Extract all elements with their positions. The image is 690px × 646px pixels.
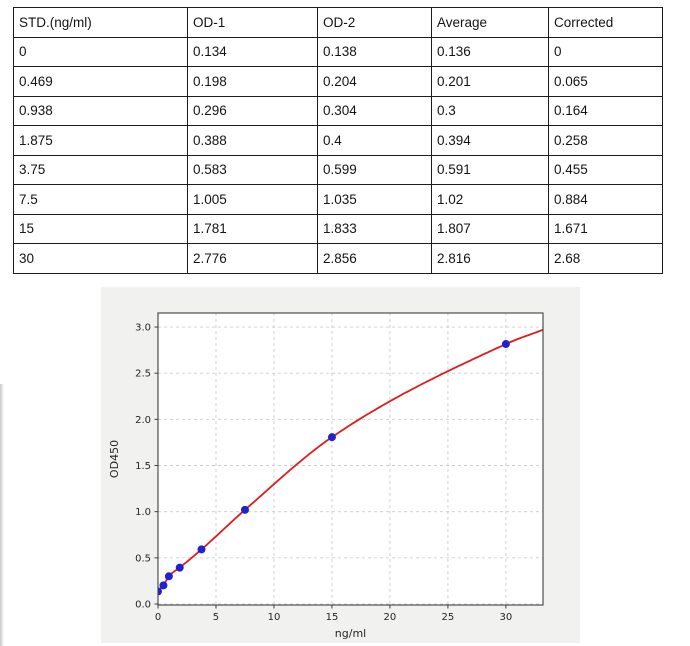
x-tick-label: 30 (500, 612, 513, 623)
table-cell: 0.201 (431, 66, 549, 97)
x-tick-label: 25 (442, 612, 455, 623)
table-row: 15 1.781 1.833 1.807 1.671 (13, 213, 663, 244)
plot-border (157, 312, 544, 606)
x-tick-label: 0 (155, 612, 161, 623)
table-cell: 0.455 (548, 154, 663, 185)
y-tick-label: 3.0 (135, 323, 151, 334)
table-cell: 30 (13, 243, 188, 274)
data-point (159, 581, 168, 590)
table-cell: 0.136 (431, 36, 549, 67)
table-cell: 0.4 (317, 125, 432, 156)
table-cell: 0.599 (317, 154, 432, 185)
table-cell: 2.856 (317, 243, 432, 274)
y-tick-label: 2.5 (135, 369, 151, 380)
table-cell: 1.671 (548, 213, 663, 244)
table-cell: 0.296 (187, 95, 318, 126)
table-cell: 0.138 (317, 36, 432, 67)
table-cell: 0 (548, 36, 663, 67)
table-row: 1.875 0.388 0.4 0.394 0.258 (13, 125, 663, 156)
table-cell: 0.469 (13, 66, 188, 97)
data-point (164, 572, 173, 581)
table-row: 0.938 0.296 0.304 0.3 0.164 (13, 95, 663, 126)
x-tick-label: 5 (213, 612, 219, 623)
x-axis-label: ng/ml (335, 627, 366, 640)
table-row: 30 2.776 2.856 2.816 2.68 (13, 243, 663, 274)
table-cell: 2.816 (431, 243, 549, 274)
column-header: Corrected (548, 7, 663, 38)
x-tick-label: 15 (326, 612, 339, 623)
table-cell: 0.583 (187, 154, 318, 185)
table-cell: 3.75 (13, 154, 188, 185)
fit-curve (157, 328, 544, 593)
table-cell: 0.198 (187, 66, 318, 97)
table-cell: 0.938 (13, 95, 188, 126)
table-cell: 0.164 (548, 95, 663, 126)
table-row: 0.469 0.198 0.204 0.201 0.065 (13, 66, 663, 97)
y-tick-label: 0.5 (135, 553, 151, 564)
table-header: STD.(ng/ml) OD-1 OD-2 Average Corrected (13, 7, 663, 38)
table-cell: 7.5 (13, 184, 188, 215)
table-cell: 2.776 (187, 243, 318, 274)
data-point (197, 545, 206, 554)
data-point (175, 563, 184, 572)
table-cell: 1.781 (187, 213, 318, 244)
table-cell: 0 (13, 36, 188, 67)
data-point (157, 587, 162, 596)
table-cell: 1.875 (13, 125, 188, 156)
data-point (327, 433, 336, 442)
table-cell: 0.3 (431, 95, 549, 126)
y-tick-label: 1.5 (135, 461, 151, 472)
standard-curve-figure: 0 5 10 15 20 25 30 0.0 0.5 1.0 1.5 2.0 2.5 3.0 ng/ml OD… (101, 287, 580, 643)
table-row: 0 0.134 0.138 0.136 0 (13, 36, 663, 67)
table-row: 7.5 1.005 1.035 1.02 0.884 (13, 184, 663, 215)
data-point (501, 340, 510, 349)
x-tick-label: 10 (268, 612, 281, 623)
header-row: STD.(ng/ml) OD-1 OD-2 Average Corrected (13, 7, 663, 38)
table-cell: 2.68 (548, 243, 663, 274)
table-cell: 0.388 (187, 125, 318, 156)
table-cell: 1.807 (431, 213, 549, 244)
x-tick-label: 20 (384, 612, 397, 623)
table-cell: 0.591 (431, 154, 549, 185)
column-header: Average (431, 7, 549, 38)
left-edge-shadow (0, 384, 4, 646)
standards-table: STD.(ng/ml) OD-1 OD-2 Average Corrected 0 0.1… (13, 7, 663, 274)
table-cell: 0.204 (317, 66, 432, 97)
standard-curve-chart: 0 5 10 15 20 25 30 0.0 0.5 1.0 1.5 2.0 2.5 3.0 ng/ml OD… (108, 312, 544, 640)
table-cell: 0.884 (548, 184, 663, 215)
table-cell: 0.304 (317, 95, 432, 126)
table-body: 0 0.134 0.138 0.136 0 0.469 0.198 0.204 0.201 0.0… (13, 36, 663, 274)
y-tick-label: 2.0 (135, 415, 151, 426)
column-header: OD-2 (317, 7, 432, 38)
table-cell: 0.134 (187, 36, 318, 67)
table-cell: 1.833 (317, 213, 432, 244)
table-cell: 15 (13, 213, 188, 244)
data-point (240, 505, 249, 514)
table-cell: 0.394 (431, 125, 549, 156)
table-cell: 1.005 (187, 184, 318, 215)
table-cell: 1.035 (317, 184, 432, 215)
table-cell: 1.02 (431, 184, 549, 215)
column-header: OD-1 (187, 7, 318, 38)
y-tick-label: 0.0 (135, 599, 151, 610)
table-cell: 0.065 (548, 66, 663, 97)
table-cell: 0.258 (548, 125, 663, 156)
column-header: STD.(ng/ml) (13, 7, 188, 38)
y-tick-label: 1.0 (135, 507, 151, 518)
table-row: 3.75 0.583 0.599 0.591 0.455 (13, 154, 663, 185)
y-axis-label: OD450 (108, 440, 121, 478)
plot-area (158, 313, 543, 605)
